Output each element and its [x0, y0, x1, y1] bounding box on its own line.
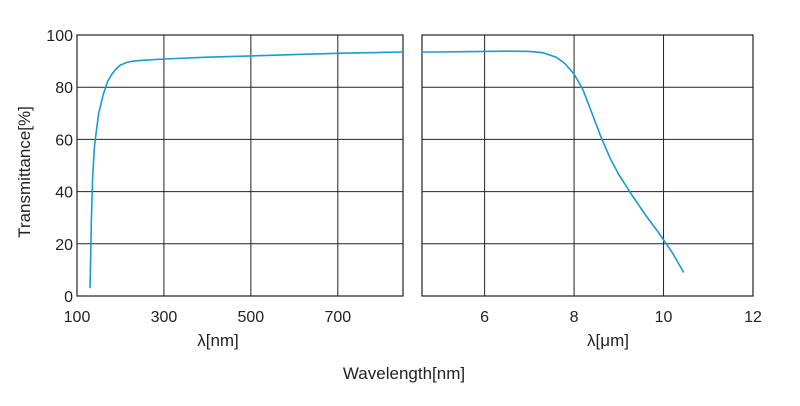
right-x-axis-title: λ[μm] — [587, 331, 629, 350]
left-frame — [76, 34, 404, 297]
y-tick-label: 100 — [46, 28, 73, 45]
right-x-tick-label: 6 — [480, 309, 489, 326]
left-panel: 100 300 500 700 — [64, 34, 404, 326]
left-x-tick-label: 100 — [64, 309, 91, 326]
right-x-tick-label: 8 — [570, 309, 579, 326]
y-tick-label: 60 — [55, 132, 73, 149]
right-transmittance-line — [422, 50, 685, 273]
left-x-tick-label: 500 — [238, 309, 265, 326]
left-x-tick-label: 700 — [324, 309, 351, 326]
left-transmittance-line — [89, 51, 404, 289]
y-tick-label: 80 — [55, 80, 73, 97]
left-x-tick-label: 300 — [151, 309, 178, 326]
right-x-tick-label: 10 — [655, 309, 673, 326]
left-x-axis-title: λ[nm] — [197, 331, 239, 350]
right-frame — [421, 34, 754, 297]
y-tick-label: 0 — [64, 289, 73, 306]
y-axis-ticks: 0 20 40 60 80 100 — [46, 28, 73, 306]
y-tick-label: 40 — [55, 185, 73, 202]
shared-x-axis-title: Wavelength[nm] — [343, 364, 465, 383]
y-tick-label: 20 — [55, 237, 73, 254]
y-axis-title: Transmittance[%] — [15, 106, 34, 238]
right-panel: 6 8 10 12 — [421, 34, 762, 326]
right-x-tick-label: 12 — [744, 309, 762, 326]
